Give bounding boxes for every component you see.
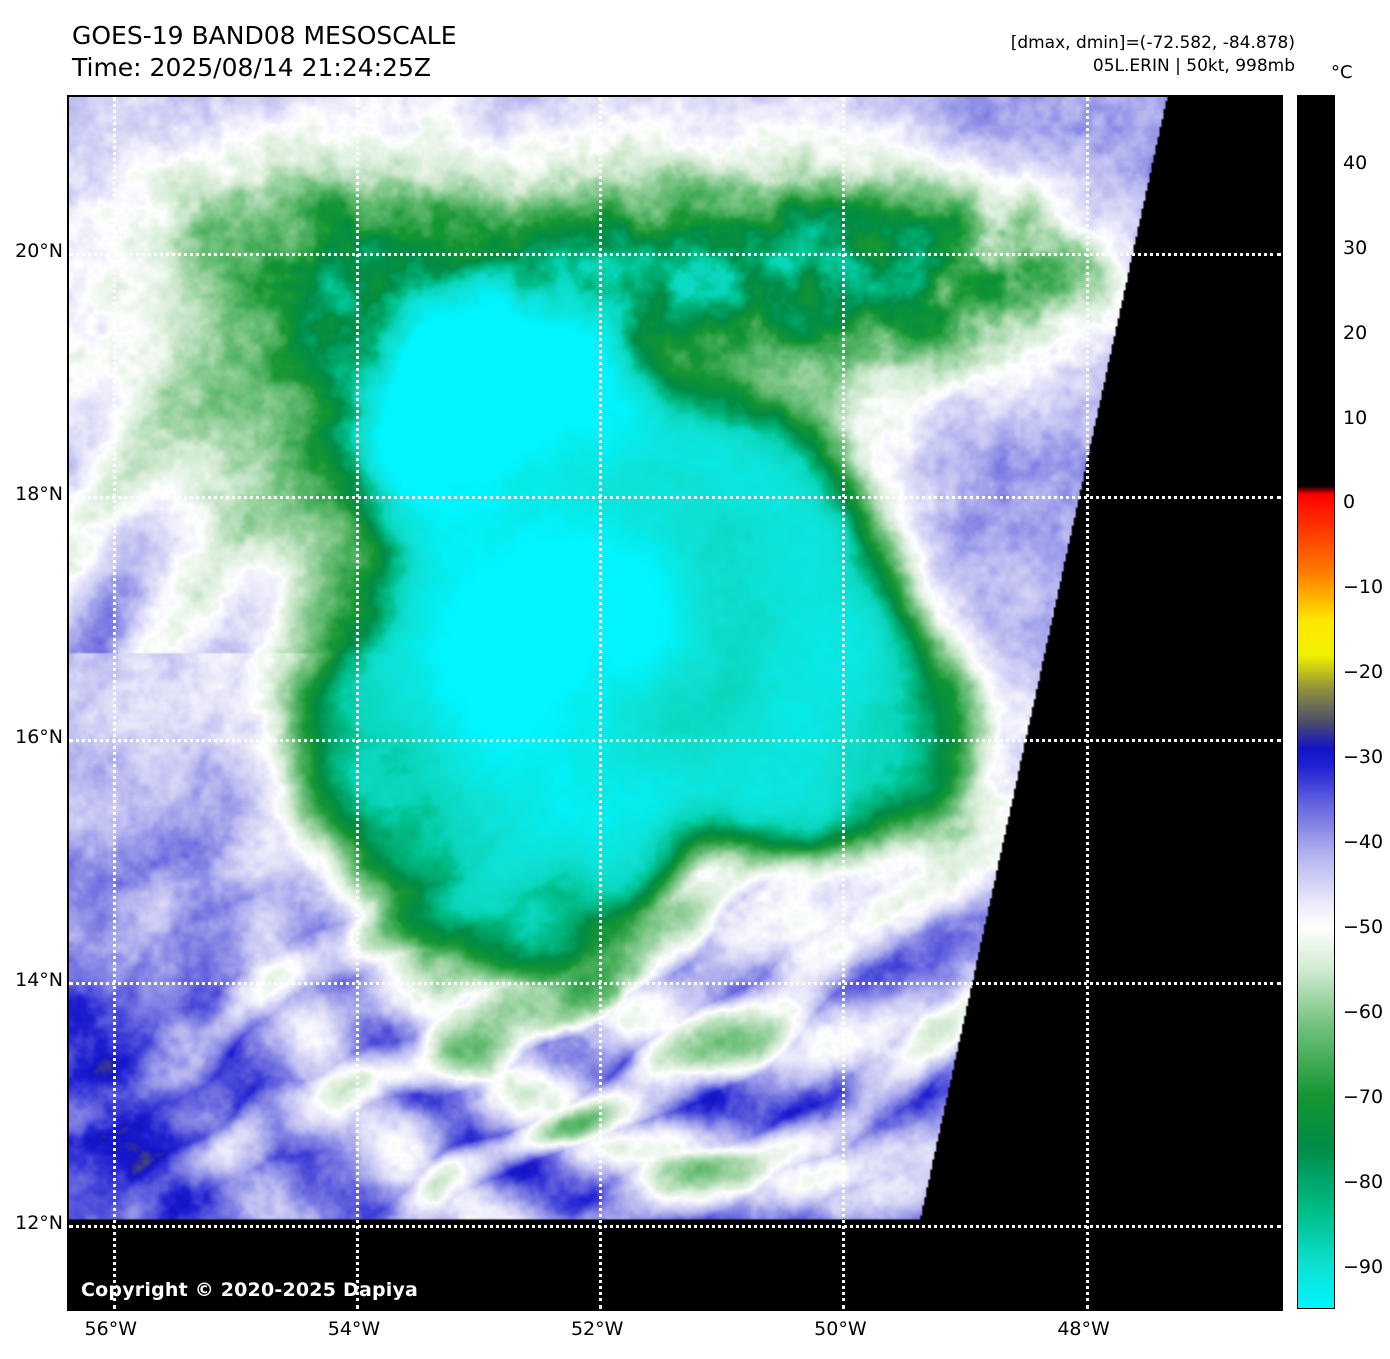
colorbar-tick-label: −10 xyxy=(1343,576,1384,599)
colorbar-tick-label: −80 xyxy=(1343,1170,1384,1193)
latitude-tick-label: 20°N xyxy=(15,239,63,262)
colorbar-tick-label: 20 xyxy=(1343,321,1368,344)
satellite-imagery xyxy=(69,97,1281,1309)
longitude-tick-label: 54°W xyxy=(327,1318,381,1340)
colorbar-gradient xyxy=(1297,95,1335,1309)
longitude-tick-label: 48°W xyxy=(1057,1318,1110,1340)
colorbar-tick-label: −20 xyxy=(1343,661,1384,684)
latitude-tick-label: 18°N xyxy=(15,482,63,505)
longitude-tick-label: 50°W xyxy=(814,1318,867,1340)
longitude-tick-label: 52°W xyxy=(570,1318,624,1340)
satellite-image-plot: Copyright © 2020-2025 Dapiya xyxy=(67,95,1283,1311)
page-title: GOES-19 BAND08 MESOSCALE xyxy=(72,21,457,50)
colorbar-tick-label: −90 xyxy=(1343,1255,1384,1278)
colorbar-tick-label: −60 xyxy=(1343,1000,1384,1023)
latitude-tick-label: 14°N xyxy=(15,969,63,992)
colorbar xyxy=(1297,95,1335,1309)
colorbar-tick-label: −50 xyxy=(1343,915,1384,938)
longitude-tick-label: 56°W xyxy=(84,1318,137,1340)
storm-info-label: 05L.ERIN | 50kt, 998mb xyxy=(1092,56,1295,76)
latitude-tick-label: 16°N xyxy=(15,726,63,749)
colorbar-tick-label: −30 xyxy=(1343,746,1384,769)
data-minmax-label: [dmax, dmin]=(-72.582, -84.878) xyxy=(1010,33,1295,53)
metadata-block: [dmax, dmin]=(-72.582, -84.878) 05L.ERIN… xyxy=(1011,32,1295,78)
colorbar-tick-label: −70 xyxy=(1343,1085,1384,1108)
colorbar-tick-label: 10 xyxy=(1343,406,1368,429)
copyright-label: Copyright © 2020-2025 Dapiya xyxy=(81,1279,419,1301)
colorbar-tick-label: 30 xyxy=(1343,236,1368,259)
colorbar-tick-label: 40 xyxy=(1343,151,1368,174)
colorbar-tick-label: 0 xyxy=(1343,491,1356,514)
latitude-tick-label: 12°N xyxy=(15,1212,63,1235)
colorbar-unit-label: °C xyxy=(1331,62,1353,83)
colorbar-tick-label: −40 xyxy=(1343,831,1384,854)
title-block: GOES-19 BAND08 MESOSCALE Time: 2025/08/1… xyxy=(72,20,457,84)
timestamp: Time: 2025/08/14 21:24:25Z xyxy=(72,53,431,82)
